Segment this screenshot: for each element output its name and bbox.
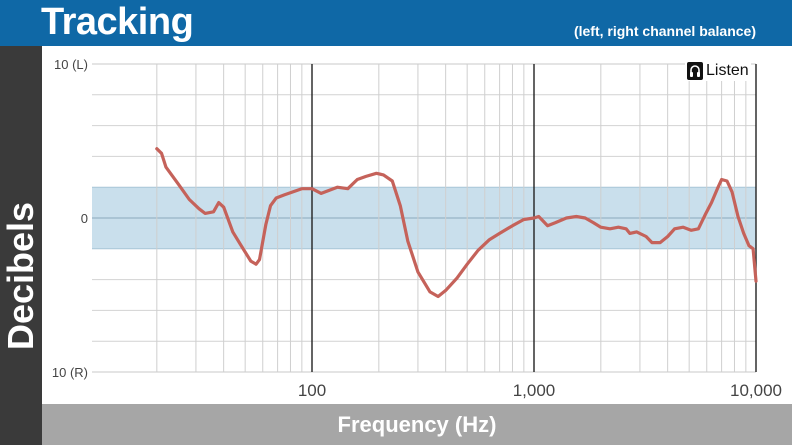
logo-text: Listen xyxy=(706,62,749,79)
y-axis-band: Decibels xyxy=(0,46,42,445)
y-tick-label: 10 (L) xyxy=(54,57,88,72)
x-tick-label: 100 xyxy=(298,381,326,400)
y-tick-label: 0 xyxy=(81,211,88,226)
chart-subtitle: (left, right channel balance) xyxy=(573,23,756,39)
x-axis-band: Frequency (Hz) xyxy=(42,404,792,445)
header-bar: Tracking (left, right channel balance) xyxy=(0,0,792,46)
y-tick-label: 10 (R) xyxy=(52,365,88,380)
tracking-curve-0 xyxy=(155,147,758,299)
x-tick-label: 1,000 xyxy=(513,381,556,400)
headphones-logo-icon xyxy=(687,62,703,80)
listen-logo: Listen xyxy=(685,61,751,81)
chart-title: Tracking xyxy=(41,1,194,43)
x-tick-label: 10,000 xyxy=(730,381,782,400)
x-axis-label: Frequency (Hz) xyxy=(337,412,497,437)
